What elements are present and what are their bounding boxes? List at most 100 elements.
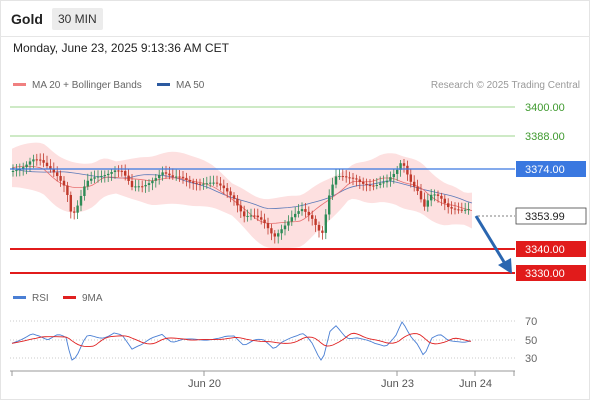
timeframe-button[interactable]: 30 MIN <box>52 8 103 30</box>
candle-body <box>151 180 154 184</box>
candle-body <box>385 180 389 183</box>
candle-body <box>49 166 52 170</box>
candle-body <box>430 194 433 201</box>
price-tag-3374 <box>516 161 586 177</box>
candle-body <box>86 180 89 187</box>
candle-body <box>15 170 18 172</box>
candle-body <box>249 215 253 217</box>
rsi-tick-70: 70 <box>525 316 537 328</box>
candle-body <box>188 179 191 182</box>
price-tag-3330 <box>516 265 586 281</box>
candle-body <box>392 173 395 178</box>
candle-body <box>90 178 93 181</box>
candle-body <box>331 184 334 196</box>
candle-body <box>328 195 331 215</box>
candle-body <box>253 215 256 217</box>
candle-body <box>402 163 406 166</box>
candle-body <box>317 224 321 231</box>
candle-body <box>450 207 453 209</box>
candle-body <box>181 176 185 178</box>
candle-body <box>294 213 297 218</box>
price-label-3374: 3374.00 <box>525 164 565 176</box>
candle-body <box>467 209 470 211</box>
candle-body <box>164 172 168 174</box>
candle-body <box>311 215 314 219</box>
candle-body <box>32 159 35 162</box>
rsi-tick-30: 30 <box>525 353 537 365</box>
candle-body <box>158 175 161 179</box>
candle-body <box>413 181 416 187</box>
candle-body <box>22 167 25 169</box>
candle-body <box>365 183 368 186</box>
candlesticks <box>11 153 470 244</box>
candle-body <box>406 165 409 175</box>
price-label-current: 3353.99 <box>525 211 565 223</box>
candle-body <box>219 183 222 186</box>
candle-body <box>246 215 249 217</box>
candle-body <box>423 199 426 207</box>
candle-body <box>447 203 450 208</box>
candle-body <box>83 186 86 196</box>
candle-body <box>161 172 164 176</box>
legend-swatch-ma50 <box>157 82 170 86</box>
price-label-3340: 3340.00 <box>525 244 565 256</box>
legend-label-ma50: MA 50 <box>176 80 205 91</box>
candle-body <box>113 170 117 173</box>
candle-body <box>124 171 127 176</box>
candle-body <box>25 164 28 168</box>
candle-body <box>379 183 382 185</box>
candle-body <box>399 163 402 170</box>
candle-body <box>52 169 55 173</box>
candle-body <box>433 194 436 196</box>
candle-body <box>256 215 259 218</box>
candle-body <box>171 175 174 177</box>
candle-body <box>300 209 304 212</box>
candle-body <box>324 214 327 233</box>
candle-body <box>66 185 69 195</box>
candle-body <box>419 191 423 200</box>
candle-body <box>39 159 42 161</box>
candle-body <box>134 186 137 188</box>
forecast-arrowhead <box>498 258 512 274</box>
candle-body <box>96 176 100 178</box>
candle-body <box>280 229 283 234</box>
candle-body <box>426 200 429 207</box>
candle-body <box>192 181 195 183</box>
candle-body <box>345 176 348 178</box>
candle-body <box>222 185 225 189</box>
legend-9ma: 9MA <box>63 293 103 304</box>
candle-body <box>334 176 338 185</box>
candle-body <box>348 177 351 179</box>
legend-label-ma20: MA 20 + Bollinger Bands <box>32 80 142 91</box>
candle-body <box>137 186 140 188</box>
price-label-3388: 3388.00 <box>525 131 565 143</box>
candle-body <box>368 185 372 187</box>
candle-body <box>436 194 440 196</box>
candle-body <box>351 177 355 179</box>
price-tag-3340 <box>516 241 586 257</box>
candle-body <box>243 211 246 217</box>
time-label-jun20: Jun 20 <box>188 378 221 390</box>
candle-body <box>154 178 157 181</box>
candle-body <box>120 170 123 172</box>
copyright-text: Research © 2025 Trading Central <box>430 80 580 91</box>
legend-ma50: MA 50 <box>157 80 204 91</box>
candle-body <box>440 195 443 199</box>
candle-body <box>100 175 103 177</box>
symbol-title: Gold <box>11 11 43 27</box>
price-tag-current <box>515 207 587 225</box>
timestamp: Monday, June 23, 2025 9:13:36 AM CET <box>13 41 229 55</box>
candle-body <box>69 194 72 212</box>
candle-body <box>389 177 392 181</box>
candle-body <box>144 184 147 187</box>
candle-body <box>42 160 45 163</box>
candle-body <box>229 191 232 196</box>
ma50-line <box>11 167 473 210</box>
candle-body <box>260 217 263 220</box>
legend-swatch-rsi <box>13 295 26 299</box>
candle-body <box>283 225 287 230</box>
candle-body <box>110 172 113 174</box>
candle-body <box>59 175 62 181</box>
candle-body <box>304 209 307 212</box>
